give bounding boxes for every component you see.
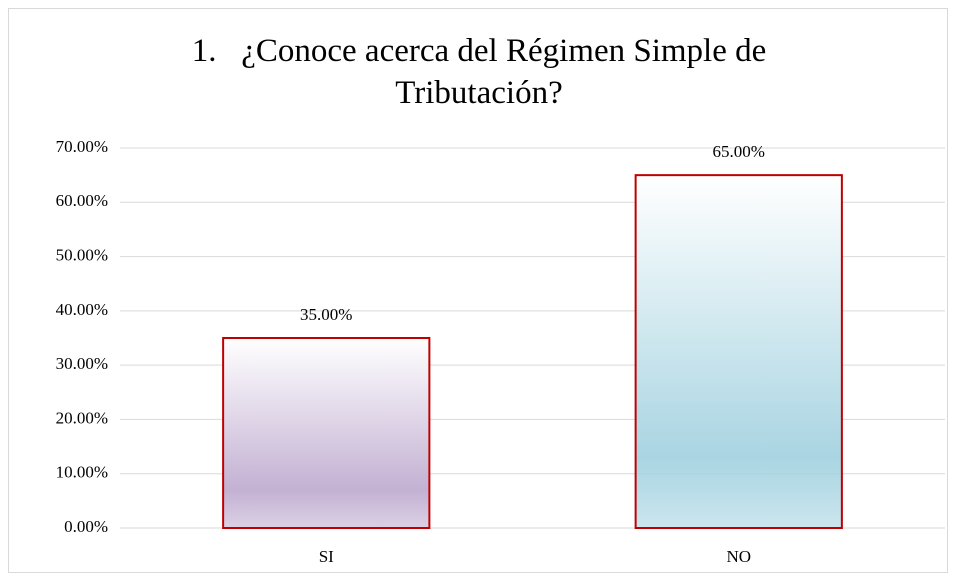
chart-frame xyxy=(8,8,948,573)
y-tick-label: 0.00% xyxy=(64,517,108,536)
chart-title: 1. ¿Conoce acerca del Régimen Simple de … xyxy=(191,33,774,111)
y-tick-label: 60.00% xyxy=(56,191,108,210)
y-tick-label: 50.00% xyxy=(56,245,108,264)
y-tick-label: 70.00% xyxy=(56,137,108,156)
y-tick-label: 20.00% xyxy=(56,408,108,427)
y-tick-label: 10.00% xyxy=(56,463,108,482)
y-tick-label: 30.00% xyxy=(56,354,108,373)
bar xyxy=(222,337,431,529)
bar xyxy=(634,174,843,529)
x-tick-label: SI xyxy=(319,547,334,566)
data-label: 35.00% xyxy=(300,305,352,324)
data-label: 65.00% xyxy=(713,142,765,161)
y-tick-label: 40.00% xyxy=(56,300,108,319)
x-tick-label: NO xyxy=(726,547,751,566)
